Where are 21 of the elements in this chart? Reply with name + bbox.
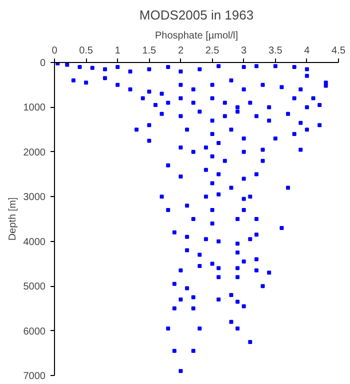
y-tick-label: 0 bbox=[40, 58, 46, 69]
y-tick-label: 4000 bbox=[23, 236, 46, 248]
y-tick-label: 3000 bbox=[23, 192, 46, 204]
y-axis-title: Depth [m] bbox=[7, 197, 18, 241]
x-tick-label: 1 bbox=[114, 46, 121, 56]
x-tick-label: 0.5 bbox=[79, 46, 94, 56]
x-axis-title: Phosphate [µmol/l] bbox=[154, 30, 238, 42]
x-tick-label: 4.5 bbox=[332, 46, 346, 56]
y-tick-label: 5000 bbox=[23, 282, 46, 293]
x-tick-label: 0 bbox=[52, 46, 58, 56]
x-tick-label: 2 bbox=[178, 46, 184, 56]
y-tick-label: 2000 bbox=[23, 147, 46, 158]
y-tick-label: 6000 bbox=[23, 326, 46, 338]
y-tick-label: 1000 bbox=[23, 102, 46, 114]
x-tick-label: 3 bbox=[241, 46, 248, 56]
x-tick-label: 3.5 bbox=[268, 46, 283, 56]
x-tick-label: 1.5 bbox=[142, 46, 157, 56]
x-tick-label: 4 bbox=[304, 46, 310, 56]
y-tick-label: 7000 bbox=[23, 371, 46, 382]
x-tick-label: 2.5 bbox=[205, 46, 220, 56]
chart-title: MODS2005 in 1963 bbox=[139, 8, 254, 22]
